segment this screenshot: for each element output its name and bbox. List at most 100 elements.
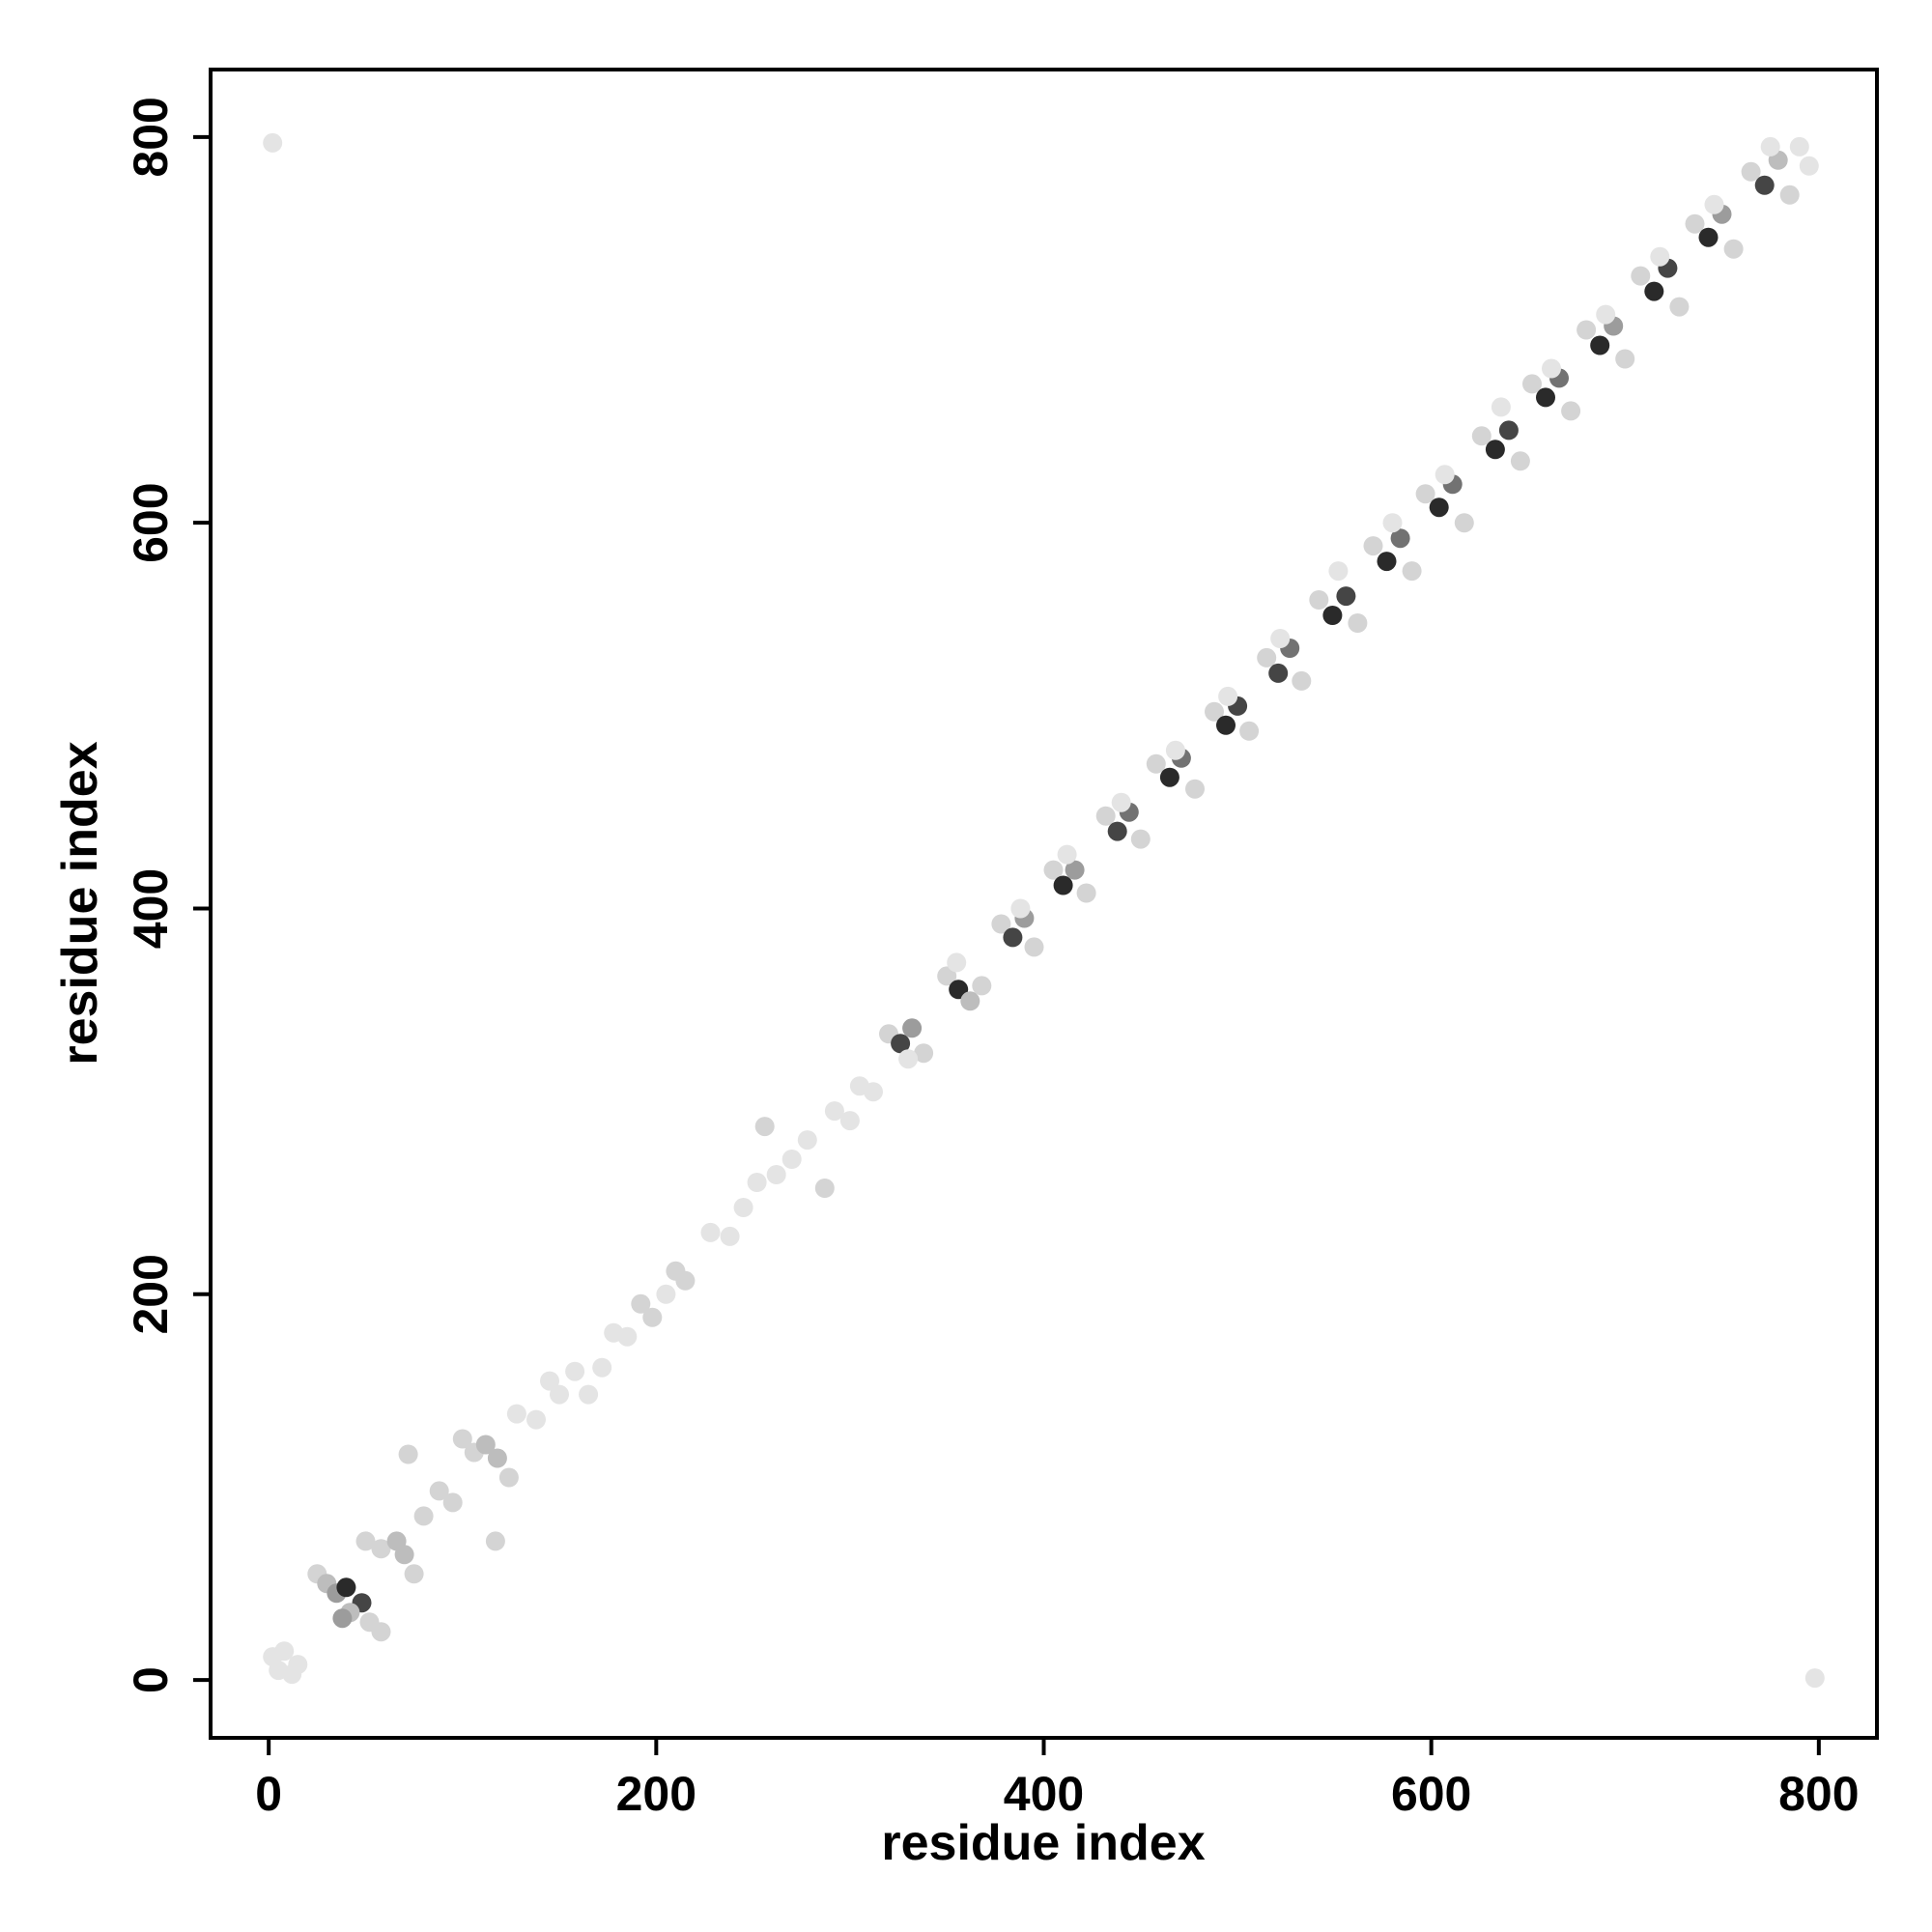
data-point	[498, 1467, 519, 1488]
data-point	[754, 1117, 775, 1137]
data-point	[1111, 792, 1131, 812]
data-point	[1561, 401, 1581, 421]
data-point	[1669, 297, 1690, 317]
data-point	[371, 1622, 391, 1642]
y-tick-label: 400	[124, 868, 178, 949]
data-point	[413, 1506, 434, 1526]
data-point	[720, 1226, 740, 1246]
data-point	[1107, 821, 1127, 841]
data-point	[1130, 829, 1151, 849]
x-tick-label: 400	[1004, 1767, 1084, 1821]
y-tick-label: 0	[124, 1666, 178, 1693]
data-point	[550, 1384, 569, 1405]
data-point	[269, 1661, 289, 1681]
data-point	[1348, 613, 1368, 633]
data-point	[1043, 860, 1064, 880]
plot-frame	[209, 68, 1879, 1740]
data-point	[1491, 397, 1511, 417]
data-point	[1779, 185, 1800, 205]
data-point	[398, 1444, 418, 1464]
data-point	[475, 1435, 496, 1455]
data-point	[1377, 552, 1397, 572]
data-point	[700, 1222, 721, 1242]
data-point	[617, 1326, 638, 1347]
x-tick-label: 600	[1391, 1767, 1471, 1821]
data-point	[991, 914, 1011, 934]
data-point	[1159, 767, 1179, 787]
data-point	[1542, 358, 1561, 379]
data-point	[1218, 686, 1238, 706]
data-point	[642, 1307, 663, 1327]
y-axis-ticks: 0 200 400 600 800	[124, 97, 211, 1693]
data-point	[1485, 440, 1505, 460]
data-point	[371, 1539, 391, 1559]
data-point	[631, 1293, 651, 1314]
data-point	[1522, 374, 1542, 394]
data-point	[814, 1179, 835, 1198]
data-point	[485, 1531, 505, 1551]
data-point	[937, 966, 957, 986]
data-point	[1268, 663, 1289, 683]
data-point	[526, 1409, 546, 1430]
data-point	[1644, 281, 1664, 301]
data-point	[1596, 304, 1616, 325]
data-point	[1471, 426, 1492, 446]
data-point	[1402, 561, 1422, 582]
y-tick-label: 600	[124, 482, 178, 562]
data-point	[1685, 213, 1705, 234]
data-point	[1057, 844, 1077, 865]
data-point	[902, 1018, 923, 1038]
data-point	[487, 1448, 507, 1468]
data-point	[1185, 779, 1205, 799]
data-point	[1390, 528, 1410, 549]
y-tick-label: 800	[124, 97, 178, 177]
data-point	[1010, 898, 1031, 919]
data-point	[1760, 136, 1780, 156]
data-point	[1382, 513, 1403, 533]
data-point	[1309, 590, 1329, 610]
data-point	[1205, 701, 1224, 722]
data-point	[891, 1034, 911, 1054]
data-point	[1435, 465, 1455, 485]
data-point	[442, 1492, 463, 1513]
data-points	[263, 132, 1825, 1689]
data-point	[797, 1130, 817, 1151]
data-point	[1257, 647, 1277, 668]
x-axis-ticks: 0 200 400 600 800	[255, 1738, 1860, 1821]
data-point	[733, 1198, 753, 1217]
data-point	[1065, 860, 1085, 880]
data-point	[540, 1371, 559, 1391]
data-point	[1698, 227, 1719, 247]
data-point	[824, 1101, 844, 1122]
data-point	[1723, 239, 1744, 259]
data-point	[592, 1357, 612, 1378]
data-point	[355, 1531, 376, 1551]
data-point	[1429, 497, 1449, 518]
data-point	[898, 1049, 919, 1069]
data-point	[394, 1545, 414, 1565]
data-point	[1336, 586, 1356, 607]
data-point	[747, 1173, 767, 1192]
data-point	[336, 1577, 356, 1598]
data-point	[1590, 335, 1610, 355]
data-point	[1754, 175, 1775, 195]
data-point	[864, 1082, 883, 1102]
data-point	[1631, 266, 1651, 286]
data-point	[839, 1111, 860, 1131]
data-point	[675, 1270, 696, 1291]
data-point	[1076, 883, 1096, 903]
data-point	[1577, 320, 1597, 340]
data-point	[1704, 194, 1724, 214]
data-point	[1799, 156, 1819, 176]
data-point	[914, 1043, 934, 1064]
x-axis-label: residue index	[881, 1815, 1205, 1871]
data-point	[1650, 246, 1670, 267]
data-point	[1146, 753, 1166, 774]
data-point	[1615, 349, 1635, 369]
data-point	[1270, 629, 1291, 648]
data-point	[960, 991, 980, 1011]
data-point	[766, 1165, 786, 1184]
x-tick-label: 0	[255, 1767, 282, 1821]
y-tick-label: 200	[124, 1254, 178, 1334]
